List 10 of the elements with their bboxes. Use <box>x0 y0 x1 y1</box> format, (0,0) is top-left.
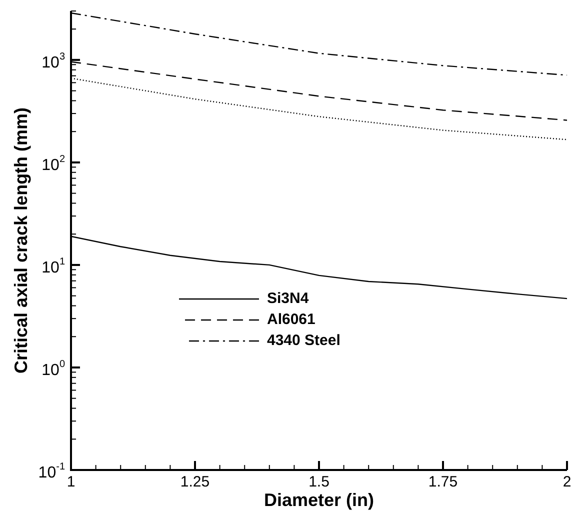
x-tick-label: 1.5 <box>308 474 330 491</box>
x-tick-label: 1 <box>66 474 76 491</box>
x-axis-title: Diameter (in) <box>264 490 374 510</box>
x-tick-label: 1.25 <box>180 474 210 491</box>
x-tick-label: 2 <box>562 474 572 491</box>
x-tick-label: 1.75 <box>428 474 458 491</box>
series-label: Si3N4 <box>267 290 310 308</box>
y-axis-title: Critical axial crack length (mm) <box>10 107 31 374</box>
legend-label: Al6061 <box>267 311 316 328</box>
legend-label: 4340 Steel <box>267 332 340 350</box>
